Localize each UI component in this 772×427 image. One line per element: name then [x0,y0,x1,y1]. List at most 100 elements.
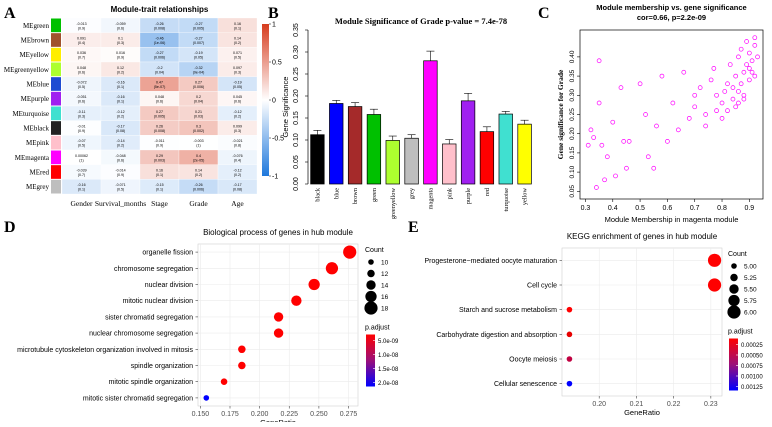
bar [329,103,344,185]
heatmap-cell-pvalue: (0.9) [117,56,124,60]
scatter-point [626,139,632,144]
heatmap-cell-value: 0.091 [77,37,86,41]
module-color-swatch [51,150,61,165]
scatter-point [752,73,758,79]
dotplot-category-label: microtubule cytoskeleton organization in… [17,347,193,354]
heatmap-row-label: MEpink [26,139,49,147]
heatmap-cell-pvalue: (0.1) [117,100,124,104]
barchart-category-label: grey [409,187,416,199]
barchart-category-label: turquoise [503,188,510,212]
heatmap-cell-pvalue: (0.08) [116,129,125,133]
dotplot-category-label: organelle fission [142,250,193,257]
dotplot-point [291,295,302,306]
heatmap-cell-value: -0.12 [116,110,124,114]
scatter-point [604,154,610,160]
barchart-category-label: magenta [427,188,434,210]
size-legend-dot [366,280,376,290]
heatmap-cell-value: 0.4 [196,154,201,158]
heatmap-cell-value: 0.00062 [75,154,88,158]
barchart-category-label: purple [465,188,472,204]
scatter-point [708,77,714,83]
barchart-y-tick-label: 0.25 [293,67,300,81]
heatmap-cell-value: -0.01 [77,125,85,129]
heatmap-scale-label: 0 [272,98,276,105]
module-color-swatch [51,121,61,135]
scatter-point [596,100,602,106]
dotplot-panel [561,247,723,397]
heatmap-cell-pvalue: (0.6) [78,100,85,104]
heatmap-cell-value: -0.17 [116,125,124,129]
heatmap-cell-pvalue: (0.05) [194,56,203,60]
heatmap-cell-value: 0.16 [156,169,163,173]
heatmap-cell-value: 0.2 [196,95,201,99]
heatmap-cell [217,179,258,195]
dotplot-x-tick-label: 0.250 [310,411,328,418]
heatmap-cell-value: -0.11 [78,110,86,114]
dotplot-x-tick-label: 0.22 [667,401,681,408]
bar [442,143,457,185]
heatmap-row-label: MEblack [23,125,49,133]
bar [385,140,400,185]
scatter-point [719,115,725,121]
color-legend-label: 1.0e-08 [378,353,399,359]
scatter-point [719,100,725,106]
barchart-category-label: green [371,187,378,202]
scatter-point [722,89,728,94]
heatmap-cell-pvalue: (0.006) [193,85,204,89]
heatmap-cell-pvalue: (0.08) [233,188,242,192]
module-color-swatch [51,47,61,62]
heatmap-cell-value: 0.26 [156,125,163,129]
module-color-swatch [51,179,61,194]
bar [366,114,382,185]
color-legend-label: 0.00125 [741,385,763,391]
module-color-swatch [51,18,61,33]
dotplot-x-tick-label: 0.175 [221,411,239,418]
scatter-y-tick-label: 0.30 [569,89,576,102]
barchart-y-tick-label: 0.05 [293,155,300,169]
heatmap-cell-pvalue: (0.3) [234,129,241,133]
heatmap-cell-value: 0.14 [195,169,202,173]
heatmap-cell-value: 0.47 [156,81,163,85]
color-legend-title: p.adjust [365,325,390,332]
scatter-point [741,96,747,102]
barchart-y-axis-label: Gene Significance [281,77,290,138]
bar [404,137,419,185]
size-legend-label: 5.75 [744,298,757,305]
scatter-x-tick-label: 0.6 [663,205,673,212]
barchart-title: Module Significance of Grade p-value = 7… [335,16,507,26]
heatmap-scale-label: -0.5 [272,136,284,143]
heatmap-cell-pvalue: (0.6) [78,70,85,74]
dotplot-category-label: chromosome segregation [114,266,193,273]
barchart-category-label: pink [446,187,453,199]
scatter-point [588,127,594,133]
panel-letter-c: C [538,5,550,22]
heatmap-cell-pvalue: (0.4) [234,158,241,162]
heatmap-cell-pvalue: (0.1) [156,188,163,192]
heatmap-cell-value: -0.013 [76,22,86,26]
heatmap-row-label: MEgrey [26,183,49,191]
heatmap-cell-pvalue: (0.1) [156,173,163,177]
heatmap-cell-pvalue: (0.9) [117,173,124,177]
heatmap-cell-value: 0.12 [117,66,124,70]
dotplot-x-tick-label: 0.20 [592,401,606,408]
heatmap-cell-pvalue: (0.5) [234,56,241,60]
color-legend-label: 0.00100 [741,374,763,380]
dotplot-category-label: sister chromatid segregation [105,314,193,321]
color-legend-label: 2.0e-08 [378,381,399,387]
heatmap-cell-value: 0.16 [234,22,241,26]
scatter-point [618,85,624,90]
size-legend-label: 12 [381,271,389,278]
barchart-category-label: yellow [522,188,529,206]
heatmap-row-label: MEblue [26,81,49,89]
module-color-swatch [51,91,61,106]
heatmap-cell-value: -0.32 [194,66,202,70]
dotplot-category-label: spindle organization [131,363,193,370]
scatter-point [591,135,597,140]
heatmap-cell-pvalue: (0.007) [193,41,204,45]
heatmap-cell-value: -0.27 [194,22,202,26]
heatmap-cell-pvalue: (0.003) [154,158,165,162]
heatmap-cell-value: -0.059 [115,22,125,26]
heatmap-cell-value: 0.21 [195,110,202,114]
heatmap-cell-value: 0.036 [77,51,86,55]
color-legend-label: 1.5e-08 [378,367,399,373]
